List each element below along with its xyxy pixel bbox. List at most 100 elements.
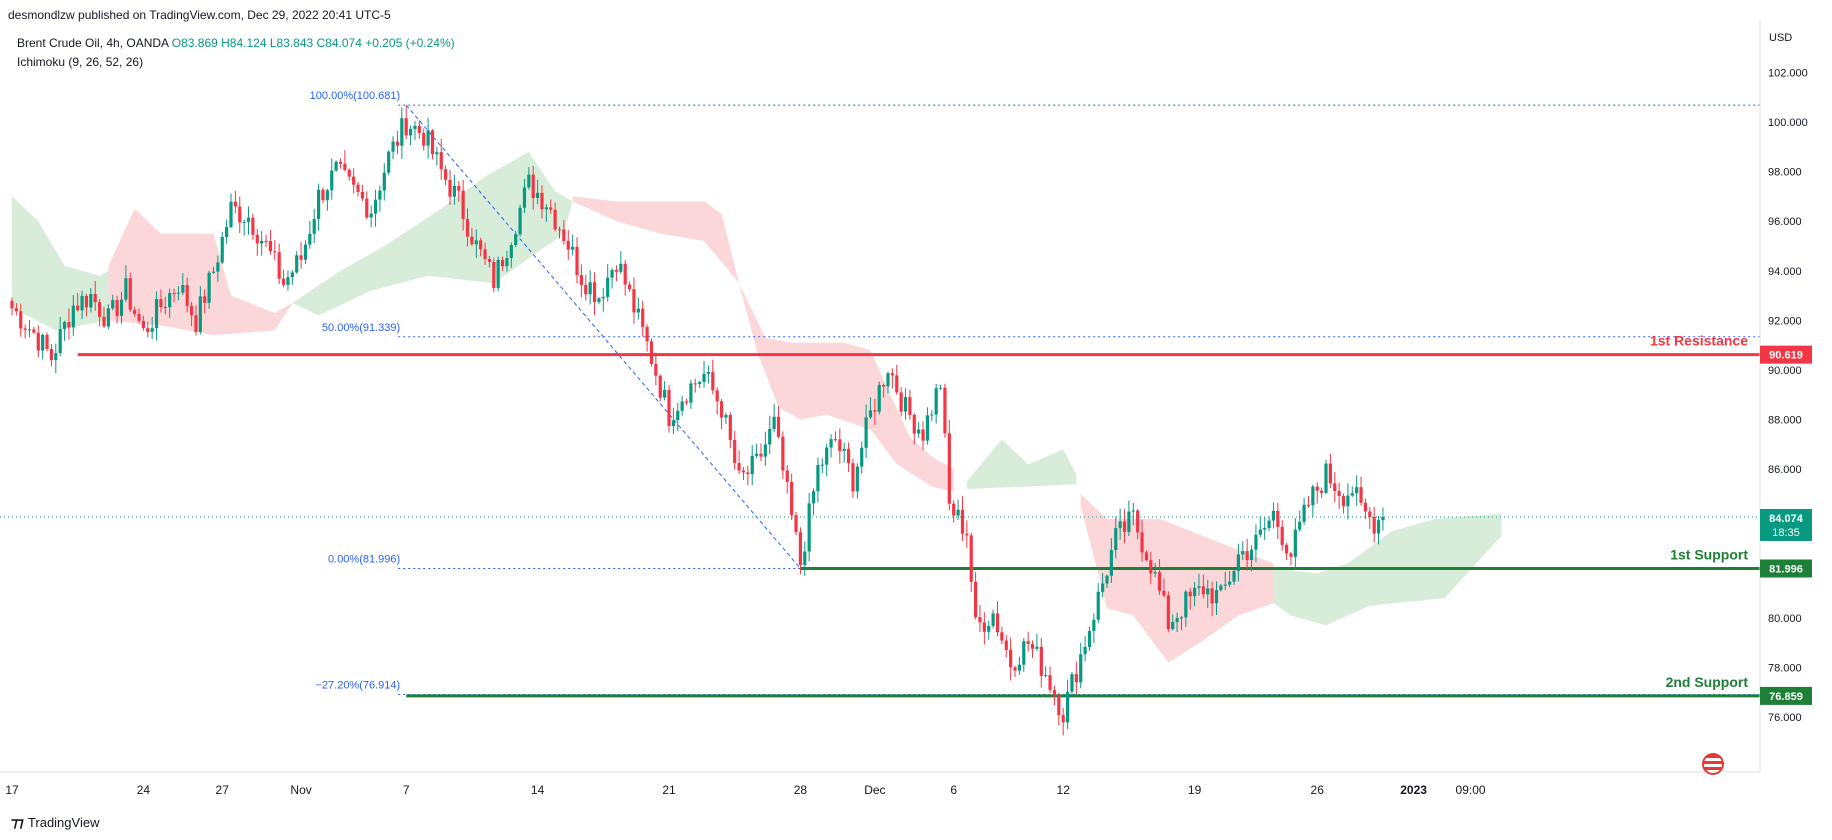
candle-body bbox=[663, 389, 667, 398]
candle bbox=[1044, 666, 1048, 678]
candle bbox=[899, 387, 903, 417]
candle bbox=[527, 167, 531, 190]
candle-body bbox=[588, 282, 592, 295]
candle-body bbox=[1276, 510, 1280, 527]
candle-body bbox=[833, 439, 838, 441]
candle-body bbox=[579, 275, 583, 285]
candle bbox=[974, 572, 978, 620]
candle-body bbox=[733, 439, 737, 464]
candle-body bbox=[189, 305, 194, 316]
tradingview-brand[interactable]: ⁊⁊ TradingView bbox=[11, 814, 99, 831]
candle bbox=[312, 208, 316, 243]
candle bbox=[676, 403, 680, 431]
candle-body bbox=[133, 309, 137, 314]
candle-body bbox=[404, 118, 408, 136]
candle bbox=[128, 272, 132, 312]
candle-body bbox=[1193, 587, 1197, 597]
candle-body bbox=[1245, 551, 1249, 561]
candle bbox=[684, 398, 689, 406]
candle bbox=[1175, 612, 1179, 632]
candle bbox=[693, 378, 697, 393]
candle-body bbox=[790, 481, 794, 516]
candle-body bbox=[601, 296, 605, 299]
candle bbox=[67, 308, 71, 340]
candle bbox=[733, 430, 737, 470]
candle bbox=[584, 274, 588, 301]
candle-body bbox=[803, 551, 807, 566]
candle-body bbox=[759, 453, 763, 457]
candle-body bbox=[1175, 617, 1179, 623]
candle bbox=[1241, 541, 1245, 561]
candle-body bbox=[1149, 560, 1153, 574]
candle bbox=[347, 168, 351, 181]
candle bbox=[133, 306, 137, 317]
candle bbox=[978, 604, 982, 633]
candle-body bbox=[36, 332, 40, 351]
candle-body bbox=[330, 170, 334, 191]
candle bbox=[1057, 692, 1061, 726]
candle-body bbox=[877, 385, 881, 412]
candle-body bbox=[509, 245, 513, 258]
candle-body bbox=[671, 420, 675, 427]
candle-body bbox=[938, 387, 943, 389]
candle bbox=[917, 422, 921, 438]
x-tick-label: 7 bbox=[403, 783, 410, 797]
candle bbox=[768, 415, 772, 455]
candle bbox=[1092, 613, 1096, 644]
candle bbox=[1315, 482, 1319, 504]
candle bbox=[483, 242, 487, 265]
candle-body bbox=[724, 414, 728, 418]
legend-symbol[interactable]: Brent Crude Oil, 4h, OANDA bbox=[17, 36, 169, 50]
candle bbox=[1171, 614, 1175, 631]
candle bbox=[803, 541, 807, 576]
candle-body bbox=[317, 189, 321, 220]
candle bbox=[544, 204, 548, 222]
candle-body bbox=[1206, 588, 1210, 595]
fib-retracement: 100.00%(100.681) 50.00%(91.339) 0.00%(81.9… bbox=[310, 90, 1760, 696]
candle-body bbox=[952, 503, 956, 516]
candle bbox=[1201, 574, 1205, 599]
candle-body bbox=[391, 141, 395, 152]
candle bbox=[903, 388, 908, 420]
candle-body bbox=[1039, 646, 1043, 676]
legend-indicator[interactable]: Ichimoku (9, 26, 52, 26) bbox=[17, 55, 144, 69]
candle-body bbox=[1254, 534, 1258, 550]
candle bbox=[1109, 538, 1113, 583]
candle bbox=[163, 296, 167, 315]
candle bbox=[150, 316, 154, 339]
candle-body bbox=[71, 305, 75, 328]
candle-body bbox=[32, 329, 36, 333]
candle bbox=[1267, 516, 1271, 532]
candle bbox=[991, 609, 995, 629]
candle-body bbox=[203, 296, 207, 303]
candle-body bbox=[470, 236, 474, 245]
candle bbox=[246, 206, 251, 235]
candle bbox=[549, 199, 553, 215]
candle-body bbox=[54, 353, 58, 361]
candle bbox=[89, 288, 93, 313]
candle bbox=[172, 288, 176, 303]
candle bbox=[62, 320, 67, 341]
candle bbox=[1341, 493, 1346, 514]
candle bbox=[1140, 519, 1144, 562]
candle-body bbox=[360, 191, 364, 199]
candle bbox=[627, 281, 632, 292]
candle-body bbox=[1087, 630, 1092, 647]
candle-body bbox=[1074, 674, 1078, 683]
candle-body bbox=[1118, 521, 1122, 529]
candle-body bbox=[408, 128, 413, 136]
candle-body bbox=[159, 299, 163, 308]
candle bbox=[960, 496, 965, 541]
candle bbox=[1101, 572, 1105, 598]
candle-body bbox=[584, 284, 588, 295]
candle bbox=[1087, 626, 1092, 652]
candle-body bbox=[1214, 589, 1219, 604]
candle-body bbox=[194, 315, 198, 332]
candle-body bbox=[334, 161, 338, 171]
candle bbox=[1070, 672, 1074, 695]
candle-body bbox=[1232, 571, 1236, 582]
fib-level-label: 50.00%(91.339) bbox=[322, 322, 400, 334]
candle bbox=[54, 343, 58, 374]
candle bbox=[562, 220, 566, 245]
